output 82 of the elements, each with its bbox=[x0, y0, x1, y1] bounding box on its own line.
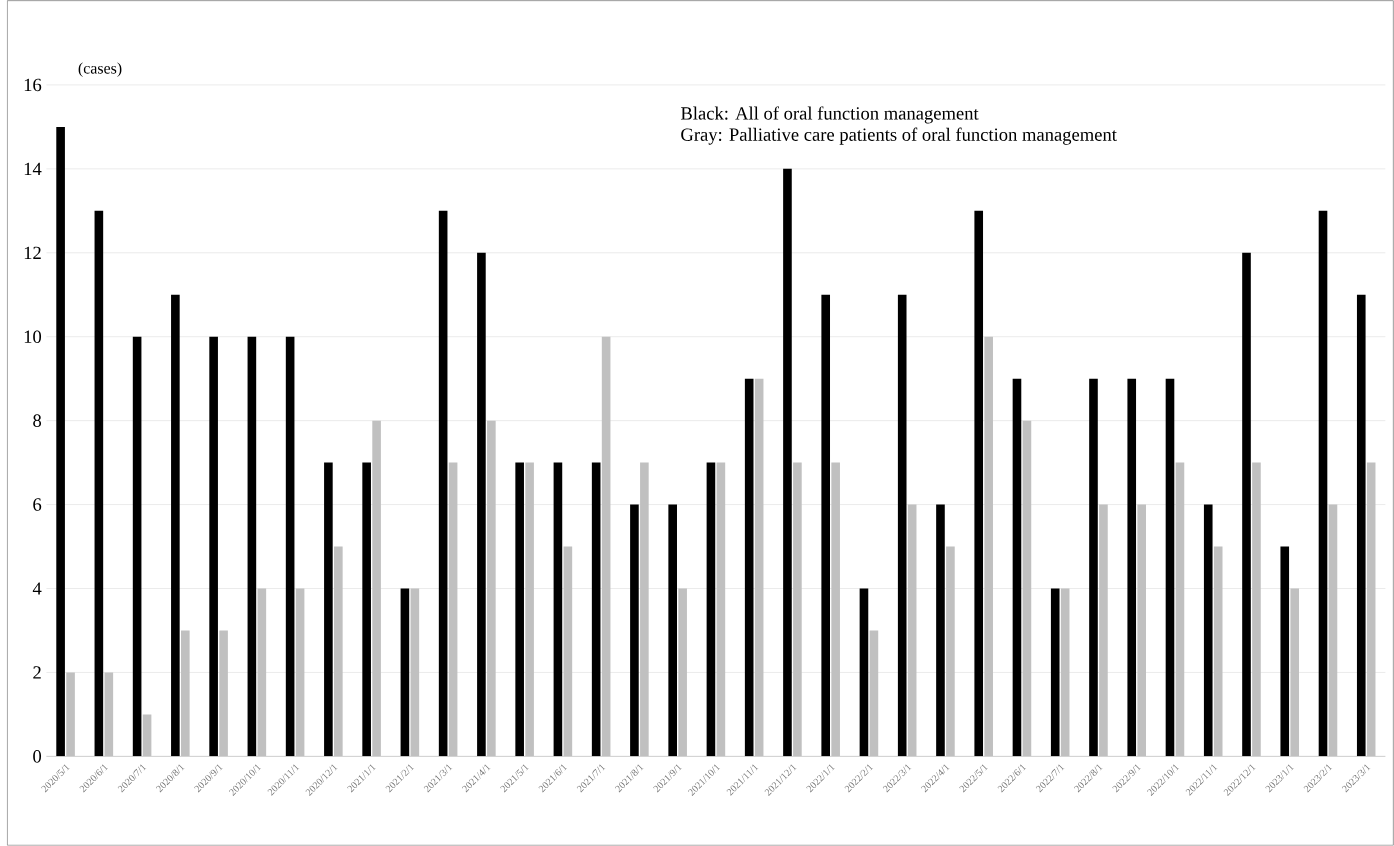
bar bbox=[630, 504, 639, 757]
y-tick-label: 14 bbox=[24, 162, 42, 176]
y-tick-label: 6 bbox=[33, 498, 42, 511]
bar bbox=[362, 462, 371, 757]
bar bbox=[525, 462, 534, 757]
bar bbox=[181, 630, 190, 757]
bar bbox=[1175, 462, 1185, 757]
bar bbox=[946, 546, 955, 757]
bar bbox=[1328, 504, 1338, 757]
y-axis-title: (cases) bbox=[78, 62, 122, 77]
bar bbox=[1137, 504, 1146, 757]
bar bbox=[553, 462, 563, 757]
bar bbox=[1089, 378, 1098, 757]
bar bbox=[66, 672, 75, 757]
bar bbox=[142, 714, 152, 757]
bar bbox=[104, 672, 114, 757]
bar bbox=[477, 252, 486, 757]
y-tick-label: 12 bbox=[24, 246, 41, 259]
bar bbox=[974, 210, 984, 757]
bar bbox=[1127, 378, 1137, 757]
bar bbox=[257, 588, 267, 757]
bar bbox=[1290, 588, 1300, 757]
bar bbox=[448, 462, 458, 757]
bar bbox=[907, 504, 917, 757]
annotation: Black: All of oral function management bbox=[680, 106, 979, 124]
bar bbox=[171, 294, 180, 757]
bar bbox=[1366, 462, 1376, 757]
y-tick-label: 16 bbox=[24, 78, 42, 92]
bar bbox=[1022, 420, 1032, 757]
bar bbox=[706, 462, 716, 757]
bar bbox=[668, 504, 677, 757]
bar bbox=[438, 210, 448, 757]
bar bbox=[793, 462, 802, 757]
bar bbox=[56, 126, 65, 757]
bar bbox=[1242, 252, 1251, 757]
bar bbox=[821, 294, 831, 757]
bar bbox=[783, 168, 792, 757]
bar bbox=[247, 336, 257, 757]
bar bbox=[324, 462, 333, 757]
bar bbox=[859, 588, 869, 757]
bar bbox=[1099, 504, 1108, 757]
bar bbox=[1280, 546, 1290, 757]
bar bbox=[563, 546, 573, 757]
bar bbox=[744, 378, 754, 757]
bar bbox=[601, 336, 611, 757]
bar bbox=[1165, 378, 1175, 757]
y-tick-label: 2 bbox=[33, 666, 41, 679]
bar bbox=[716, 462, 726, 757]
bar bbox=[219, 630, 228, 757]
bar bbox=[410, 588, 420, 757]
y-tick-label: 4 bbox=[32, 582, 42, 595]
bar bbox=[1050, 588, 1060, 757]
bar bbox=[209, 336, 218, 757]
bar bbox=[1203, 504, 1213, 757]
bar bbox=[295, 588, 305, 757]
bar bbox=[285, 336, 295, 757]
bar bbox=[1213, 546, 1223, 757]
bar bbox=[754, 378, 764, 757]
y-tick-label: 8 bbox=[33, 414, 42, 427]
bar bbox=[936, 504, 945, 757]
bar bbox=[487, 420, 496, 757]
annotation: Gray: Palliative care patients of oral function management bbox=[681, 127, 1117, 145]
bar bbox=[984, 336, 993, 757]
bar bbox=[1252, 462, 1261, 757]
bar bbox=[591, 462, 601, 757]
bar bbox=[94, 210, 104, 757]
bar bbox=[400, 588, 410, 757]
bar bbox=[1060, 588, 1070, 757]
bar bbox=[1012, 378, 1022, 757]
bar bbox=[678, 588, 687, 757]
bar bbox=[515, 462, 524, 757]
bar bbox=[334, 546, 343, 757]
bar bbox=[372, 420, 381, 757]
bar bbox=[1356, 294, 1366, 757]
bar bbox=[869, 630, 879, 757]
bar bbox=[831, 462, 840, 757]
bar bbox=[1318, 210, 1328, 757]
bar bbox=[640, 462, 649, 757]
y-tick-label: 10 bbox=[24, 330, 42, 344]
bar bbox=[132, 336, 142, 757]
bar bbox=[897, 294, 907, 757]
y-tick-label: 0 bbox=[33, 750, 42, 763]
